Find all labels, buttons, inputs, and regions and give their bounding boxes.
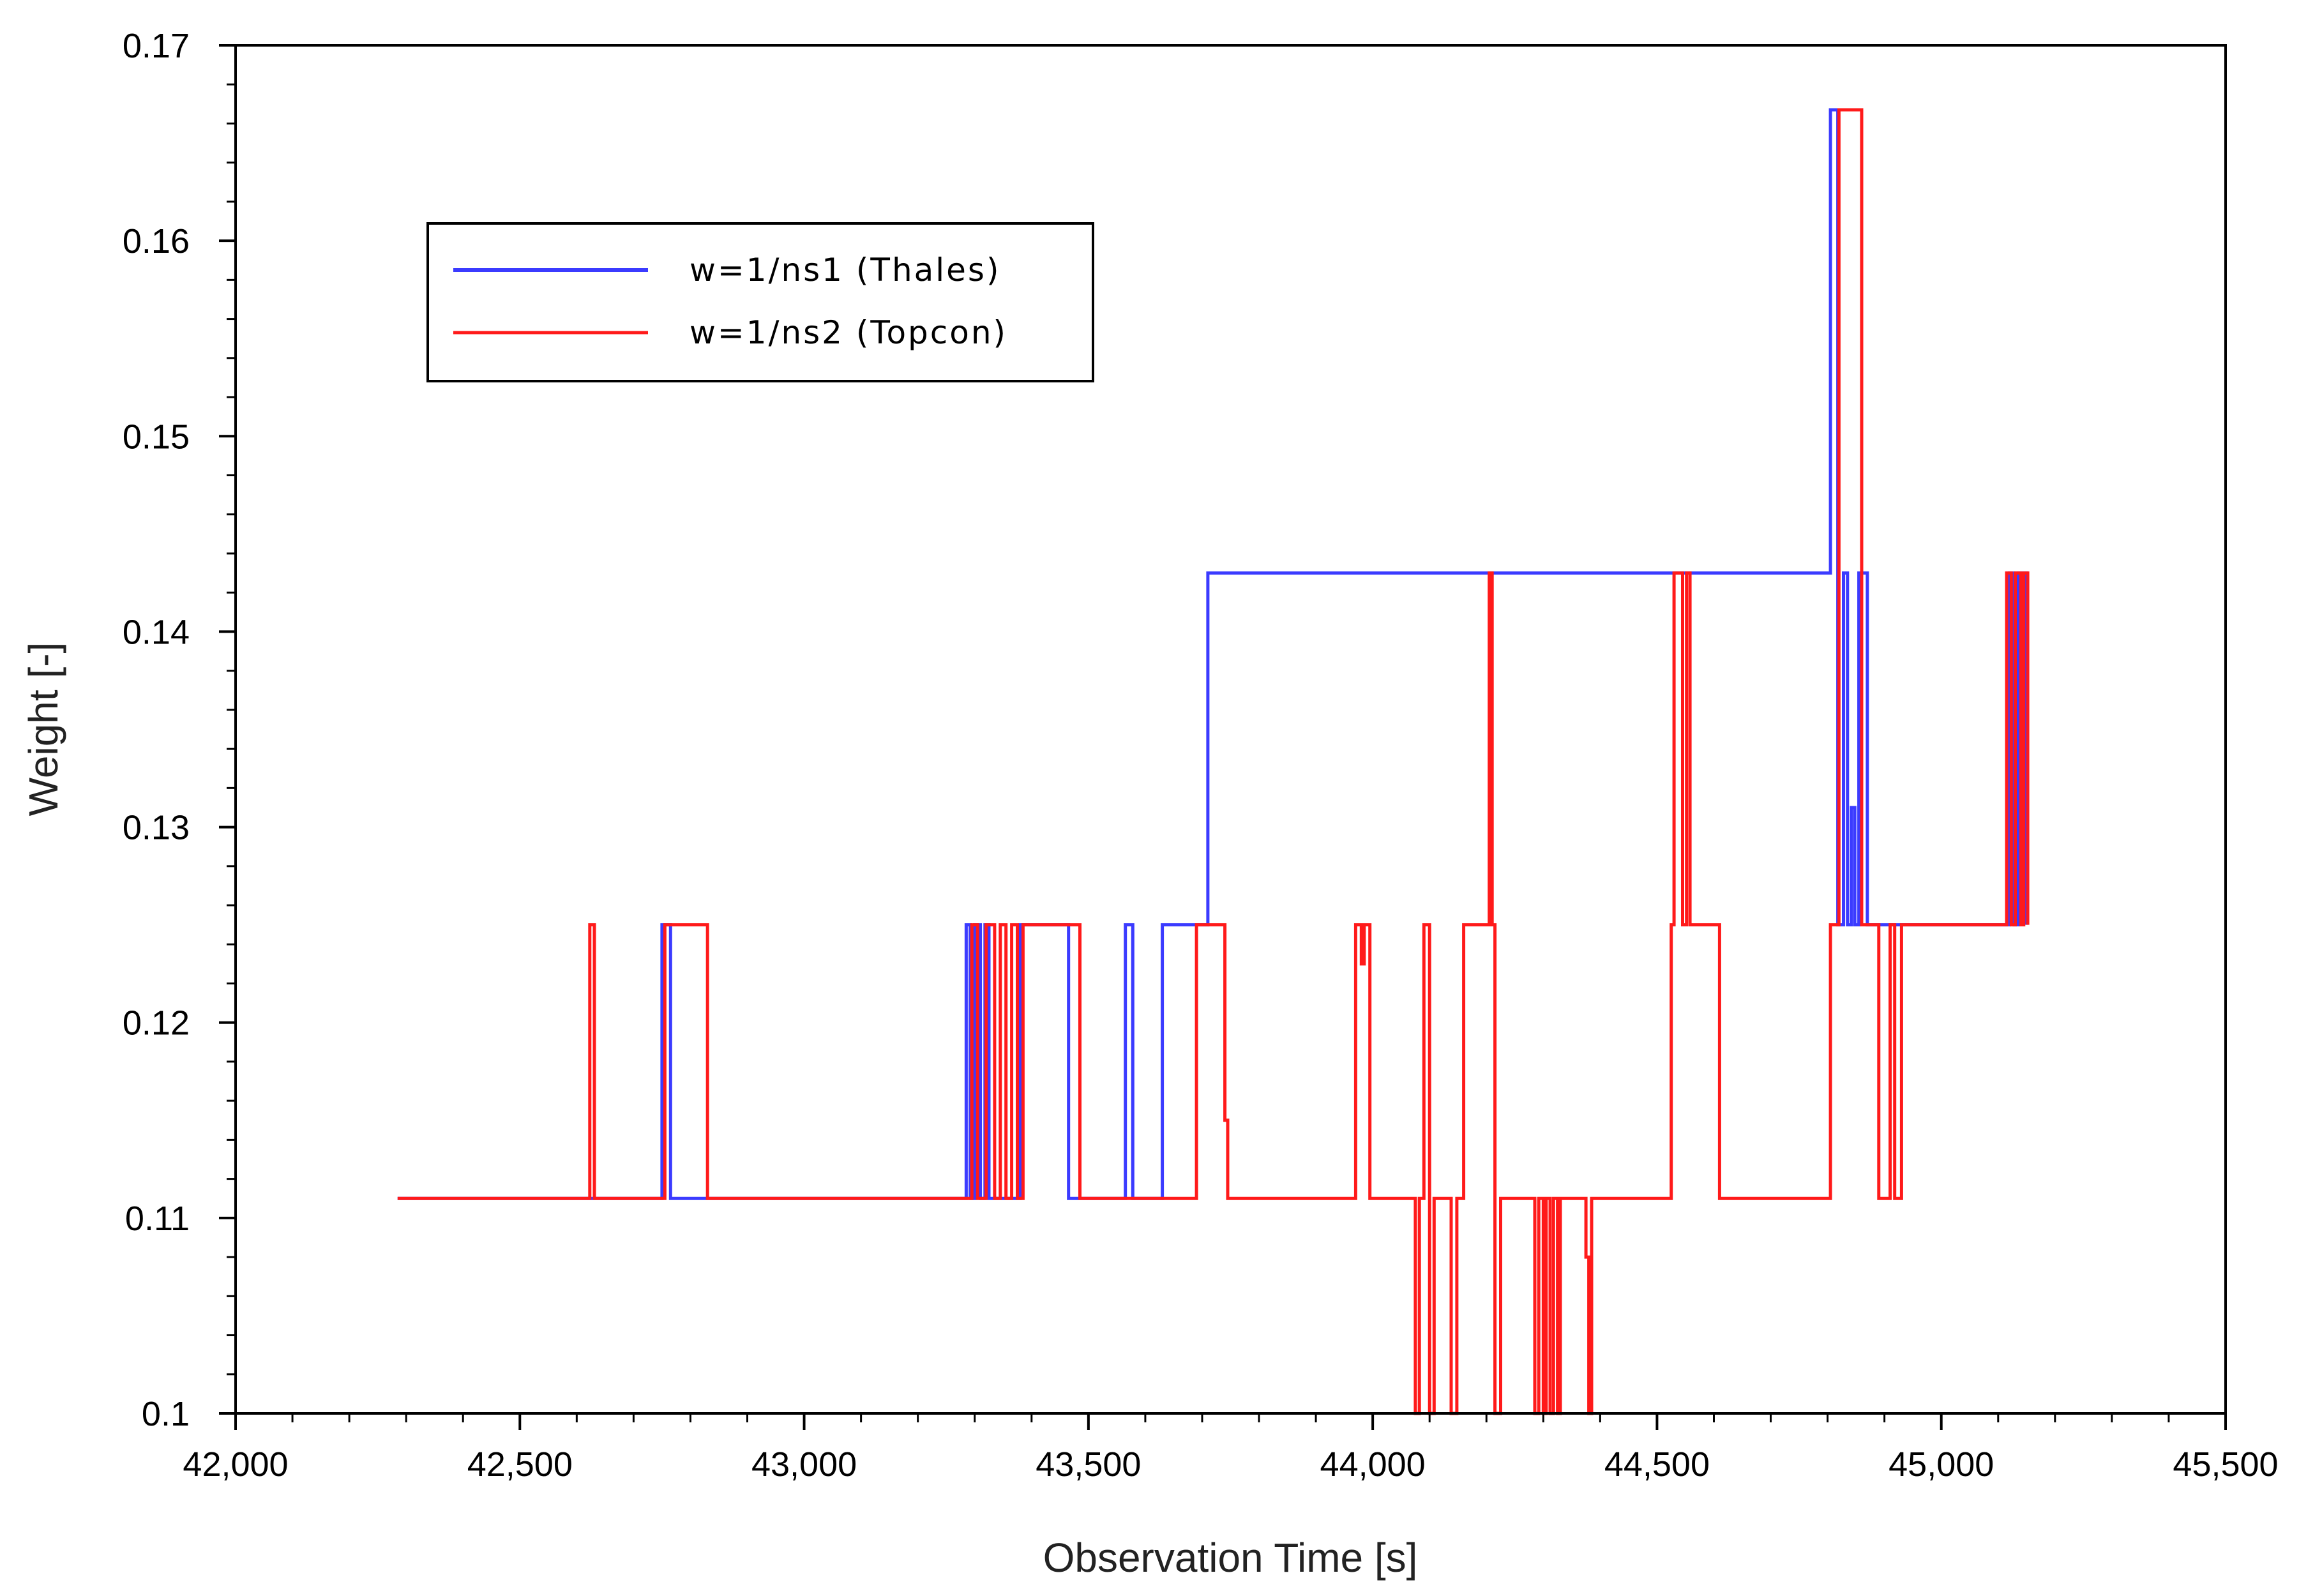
y-tick-label: 0.14 (123, 613, 190, 651)
legend-label-thales: w=1/ns1 (Thales) (690, 252, 1000, 289)
y-tick-label: 0.16 (123, 222, 190, 260)
x-tick-label: 44,500 (1604, 1445, 1710, 1484)
y-tick-label: 0.12 (123, 1004, 190, 1043)
x-tick-label: 44,000 (1320, 1445, 1426, 1484)
y-tick-label: 0.1 (142, 1395, 190, 1433)
y-tick-label: 0.11 (125, 1200, 190, 1238)
x-tick-label: 45,500 (2173, 1445, 2278, 1484)
legend: w=1/ns1 (Thales) w=1/ns2 (Topcon) (428, 223, 1093, 381)
chart: 42,000 42,500 43,000 43,500 44,000 44,500 45,0… (0, 0, 2299, 1596)
x-tick-label: 43,500 (1036, 1445, 1141, 1484)
legend-box (428, 223, 1093, 381)
x-tick-label: 42,000 (183, 1445, 288, 1484)
y-tick-label: 0.17 (123, 27, 190, 65)
x-tick-label: 43,000 (751, 1445, 857, 1484)
x-tick-label: 42,500 (467, 1445, 573, 1484)
y-axis-title: Weight [-] (20, 642, 66, 817)
y-tick-label: 0.15 (123, 418, 190, 456)
x-axis-title: Observation Time [s] (1043, 1535, 1418, 1581)
y-tick-label: 0.13 (123, 809, 190, 847)
x-tick-label: 45,000 (1888, 1445, 1994, 1484)
legend-label-topcon: w=1/ns2 (Topcon) (690, 314, 1007, 351)
